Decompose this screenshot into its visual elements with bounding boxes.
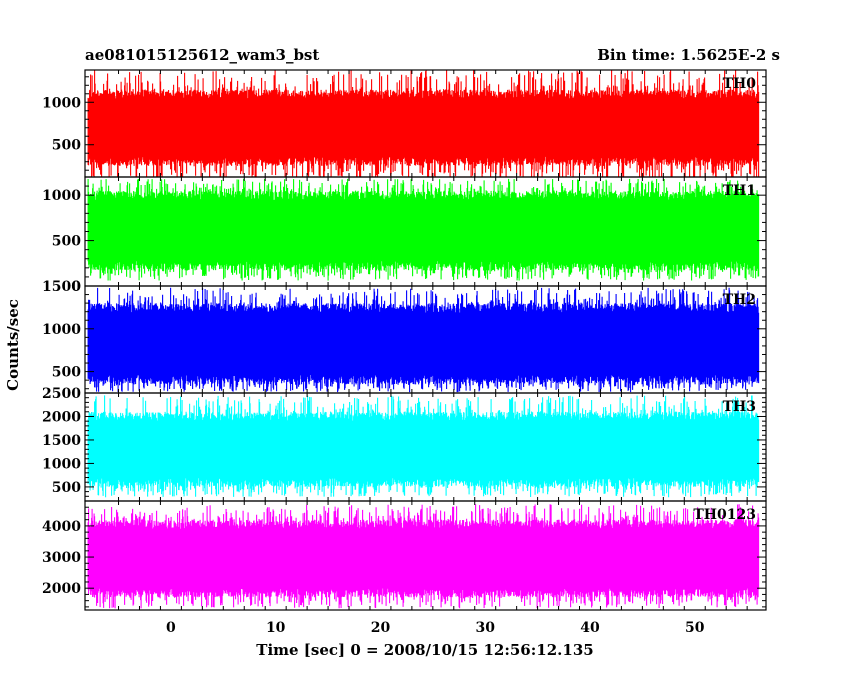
bin-time-label: Bin time: 1.5625E-2 s	[597, 46, 780, 64]
x-tick-label: 10	[266, 620, 286, 636]
y-tick-label: 1000	[42, 188, 81, 204]
x-tick-label: 40	[580, 620, 600, 636]
x-axis-label: Time [sec] 0 = 2008/10/15 12:56:12.135	[256, 641, 593, 659]
y-tick-label: 1000	[42, 322, 81, 338]
series-line-th1	[87, 178, 760, 281]
y-tick-label: 500	[52, 365, 81, 381]
y-tick-label: 1500	[42, 433, 81, 449]
panel-th0123: 2000 3000 4000 TH0123	[42, 500, 767, 611]
series-line-th0	[87, 70, 760, 177]
chart-title: ae081015125612_wam3_bst	[85, 46, 319, 64]
y-tick-label: 500	[52, 480, 81, 496]
x-tick-label: 50	[685, 620, 705, 636]
x-tick-label: 20	[371, 620, 391, 636]
y-axis-label: Counts/sec	[4, 299, 22, 391]
panel-th1: 0 500 1000 TH1	[42, 176, 767, 295]
y-tick-label: 3000	[42, 550, 81, 566]
series-label-th1: TH1	[723, 183, 756, 199]
series-line-th3	[87, 395, 760, 498]
y-tick-label: 500	[52, 138, 81, 154]
y-tick-label: 1500	[42, 279, 81, 295]
y-tick-label: 2500	[42, 386, 81, 402]
y-tick-label: 0	[71, 279, 81, 295]
panel-th3: 500 1000 1500 2000 2500 TH3	[42, 386, 767, 502]
series-label-th0123: TH0123	[693, 507, 756, 523]
series-label-th0: TH0	[723, 76, 757, 92]
y-tick-label: 4000	[42, 519, 81, 535]
x-tick-label: 0	[166, 620, 176, 636]
y-tick-label: 2000	[42, 581, 81, 597]
x-tick-label: 30	[475, 620, 495, 636]
panel-th2: 500 1000 1500 TH2	[42, 279, 767, 394]
series-line-th0123	[87, 504, 760, 609]
series-label-th3: TH3	[723, 399, 756, 415]
y-tick-label: 500	[52, 234, 81, 250]
y-tick-label: 1000	[42, 95, 81, 111]
y-tick-label: 2000	[42, 409, 81, 425]
series-line-th2	[87, 287, 760, 393]
panel-th0: 500 1000 TH0	[42, 69, 767, 178]
panel-frame	[84, 500, 767, 611]
series-label-th2: TH2	[723, 292, 756, 308]
y-tick-label: 1000	[42, 456, 81, 472]
